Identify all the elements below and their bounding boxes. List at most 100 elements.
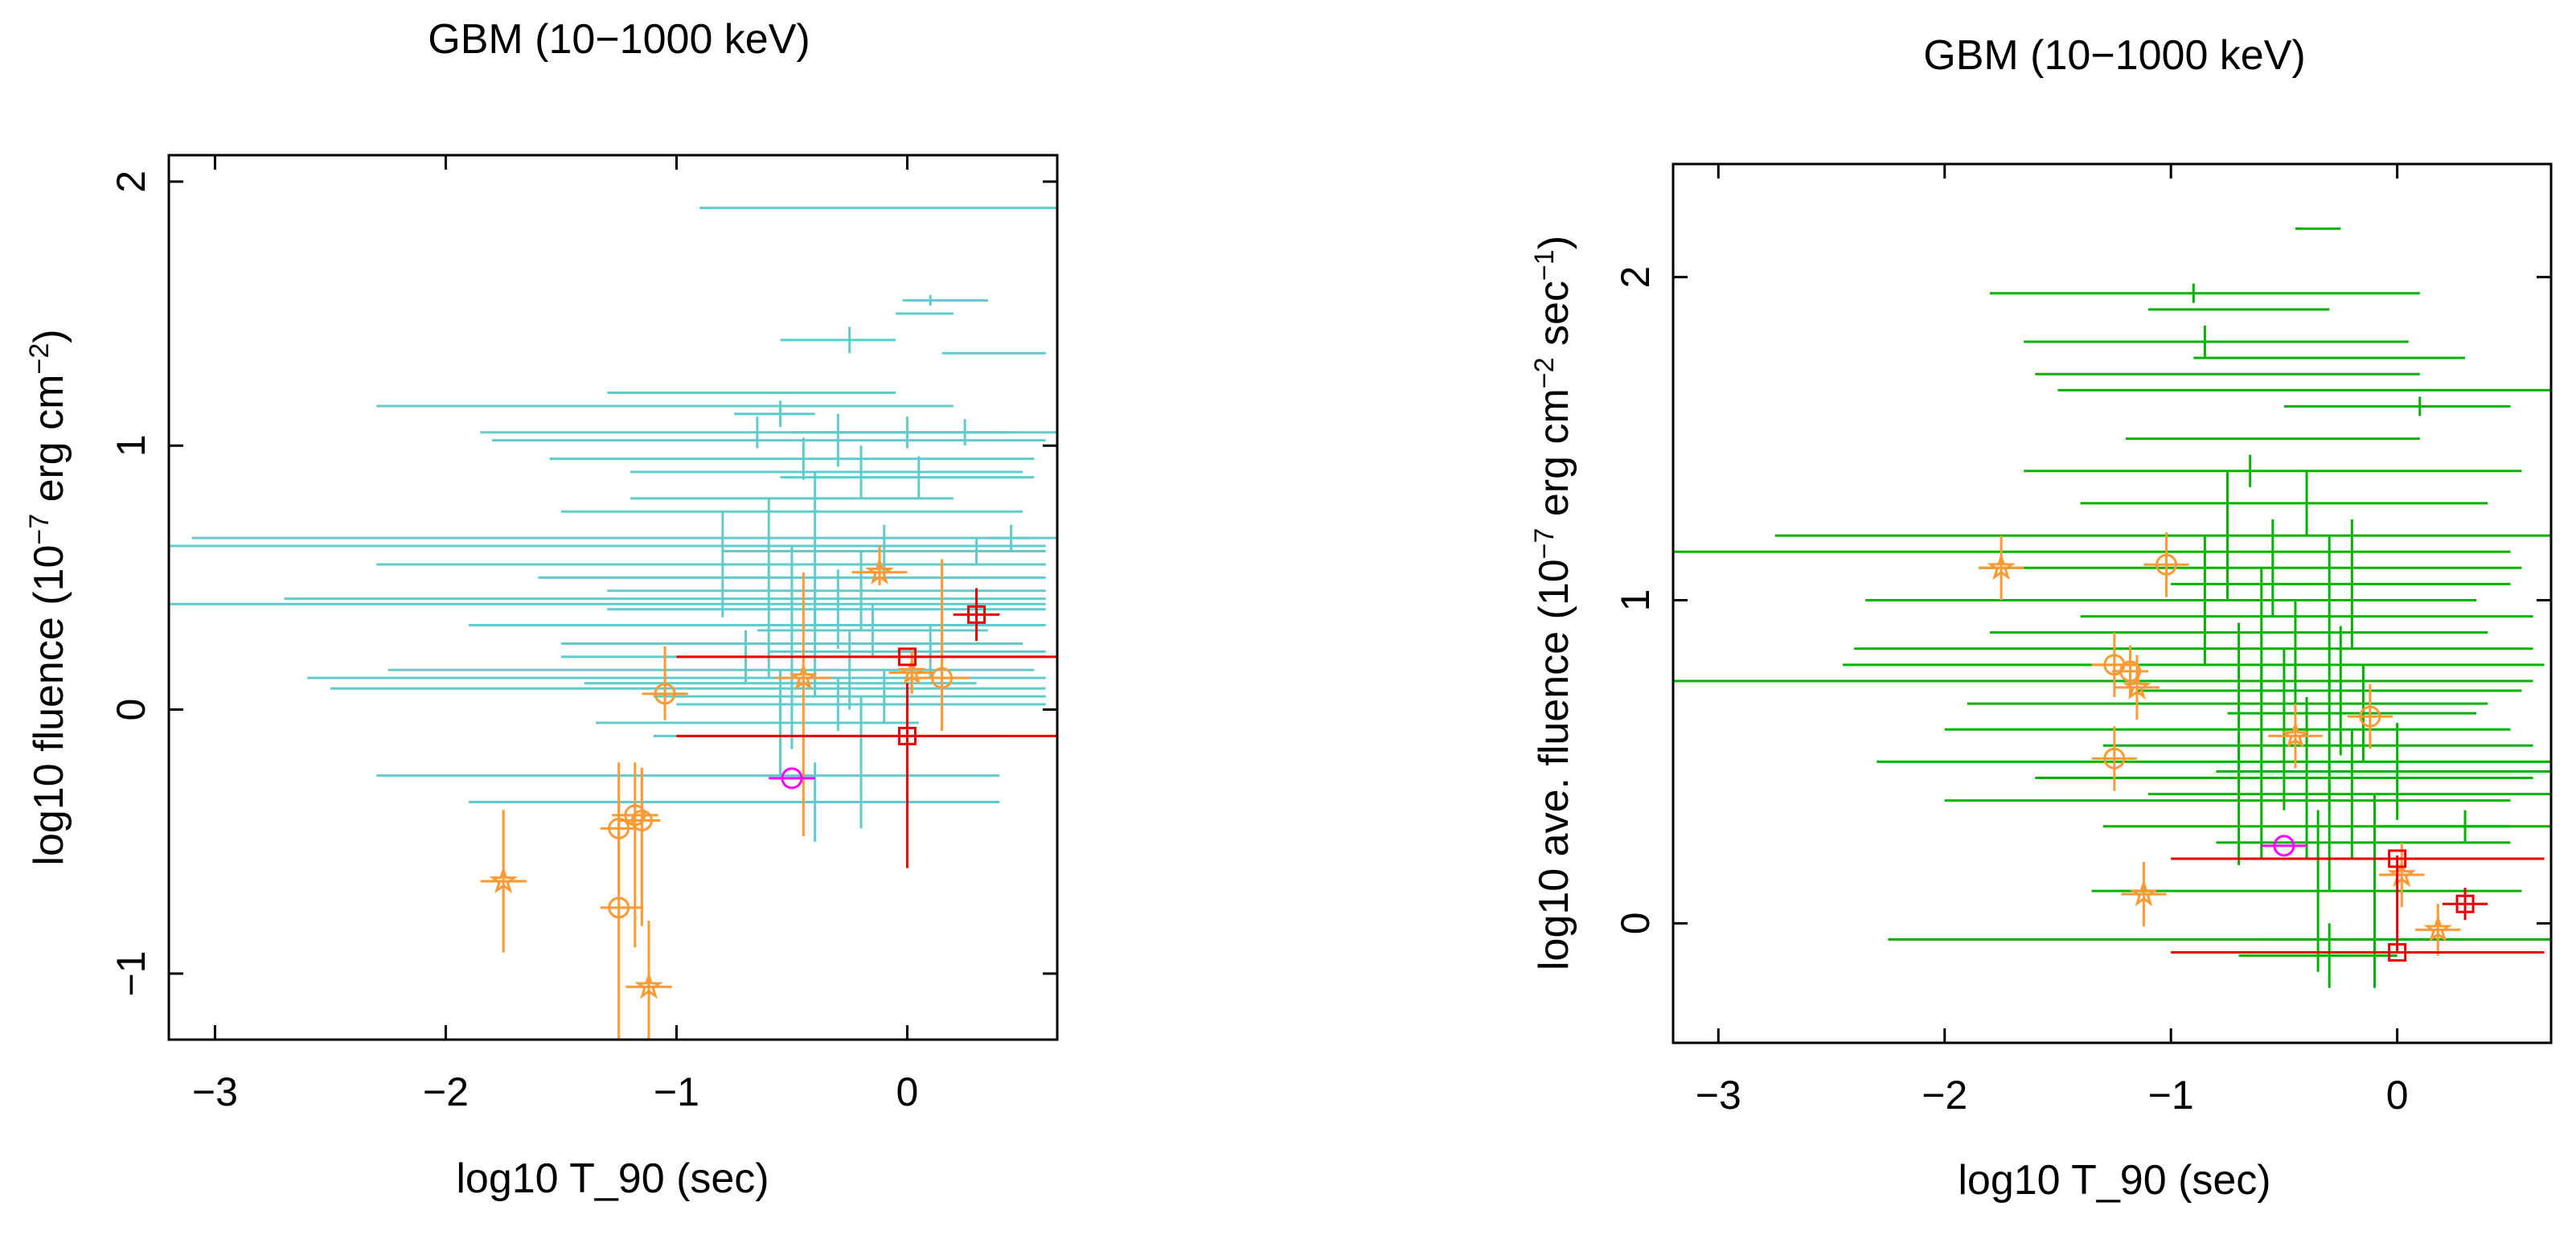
y-tick-label: −1: [109, 950, 154, 996]
data-point: [1967, 622, 2488, 785]
data-point: [1774, 470, 2551, 601]
plot-area: [1673, 227, 2551, 988]
y-label-text: erg cm: [1531, 388, 1577, 527]
circle-marker: [930, 667, 953, 689]
data-point: [914, 559, 970, 731]
data-point: [734, 400, 815, 428]
data-point: [642, 646, 688, 720]
x-axis-label: log10 T_90 (sec): [456, 1155, 769, 1202]
data-point: [607, 551, 1046, 631]
data-point: [2442, 888, 2488, 921]
plot-area: [169, 207, 1057, 1040]
plot-frame: [167, 154, 1059, 1041]
data-point: [2148, 729, 2551, 859]
data-point: [618, 767, 661, 926]
data-point: [2024, 454, 2522, 487]
data-point: [2102, 761, 2511, 892]
star-marker: [489, 866, 518, 894]
data-point: [1990, 283, 2420, 303]
average-fluence-panel: GBM (10−1000 keV) −3 −2 −1 0 0 1 2 log10 T_90 …: [1529, 32, 2553, 1204]
data-point: [626, 921, 672, 1040]
data-point: [757, 604, 988, 657]
data-point: [2112, 645, 2149, 698]
y-label-text: ): [1531, 236, 1577, 249]
data-point: [1865, 535, 2477, 665]
y-tick-label: 2: [109, 170, 154, 193]
data-point: [2091, 726, 2137, 791]
square-marker: [967, 605, 987, 624]
y-label-superscript: −7: [24, 514, 55, 545]
square-marker: [897, 647, 917, 667]
circle-marker: [608, 897, 630, 919]
star-marker: [2281, 720, 2310, 749]
data-point: [2238, 923, 2398, 988]
data-point: [2283, 396, 2511, 416]
tick-marks: −3 −2 −1 0 −1 0 1 2: [109, 155, 1057, 1114]
data-point: [2216, 794, 2511, 892]
square-marker: [2388, 942, 2407, 962]
data-point: [2268, 704, 2323, 769]
star-marker: [789, 663, 818, 691]
circle-marker: [2103, 747, 2126, 769]
data-point: [2216, 723, 2551, 820]
data-point: [1944, 736, 2511, 865]
data-point: [902, 295, 988, 306]
data-point: [987, 524, 1035, 552]
circle-marker: [654, 683, 676, 705]
data-point: [888, 651, 935, 694]
data-point: [1944, 648, 2511, 810]
chart-title: GBM (10−1000 keV): [428, 16, 810, 63]
data-point: [607, 569, 1046, 650]
y-axis-label: log10 fluence (10−7 erg cm−2): [24, 329, 72, 865]
data-point: [1877, 664, 2551, 859]
x-tick-label: −2: [423, 1069, 469, 1114]
circle-marker: [2359, 705, 2381, 728]
square-marker: [2455, 894, 2475, 913]
data-point: [2143, 532, 2189, 597]
data-point: [2080, 470, 2488, 536]
x-tick-label: −3: [192, 1069, 238, 1114]
data-point: [2347, 683, 2393, 749]
data-point: [549, 437, 1035, 480]
data-point: [1978, 519, 2522, 617]
data-point: [826, 419, 1057, 446]
x-tick-label: 0: [896, 1069, 919, 1114]
circle-marker: [630, 809, 653, 831]
data-point: [653, 670, 1046, 723]
data-point: [2114, 654, 2160, 720]
plot-frame: [1672, 162, 2553, 1044]
data-point: [884, 538, 1046, 564]
data-point: [775, 572, 831, 837]
y-label-text: log10 ave. fluence (10: [1531, 559, 1577, 970]
data-point: [595, 670, 919, 776]
data-point: [376, 511, 1046, 618]
y-tick-label: 1: [1613, 589, 1658, 612]
data-point: [2080, 535, 2533, 698]
data-point: [953, 588, 1000, 642]
x-axis-label: log10 T_90 (sec): [1958, 1157, 2270, 1204]
data-point: [630, 472, 954, 525]
star-marker: [634, 971, 663, 999]
data-point: [780, 326, 896, 354]
tick-marks: −3 −2 −1 0 0 1 2: [1613, 164, 2551, 1118]
data-point: [676, 647, 1057, 667]
star-marker: [897, 657, 926, 685]
data-point: [780, 456, 1035, 499]
data-point: [2171, 855, 2545, 962]
data-point: [2261, 891, 2466, 988]
y-label-text: erg cm: [26, 374, 72, 513]
data-point: [469, 572, 1046, 679]
square-marker: [897, 726, 917, 745]
y-tick-label: 0: [1613, 912, 1658, 934]
data-point: [2035, 697, 2533, 859]
data-point: [2171, 519, 2511, 649]
data-point: [191, 498, 1057, 578]
data-point: [769, 767, 815, 790]
y-label-text: log10 fluence (10: [26, 545, 72, 866]
y-tick-label: 0: [109, 699, 154, 721]
star-marker: [2423, 914, 2453, 942]
data-point: [2091, 810, 2522, 972]
circle-marker: [624, 804, 646, 827]
data-point: [1978, 535, 2024, 601]
